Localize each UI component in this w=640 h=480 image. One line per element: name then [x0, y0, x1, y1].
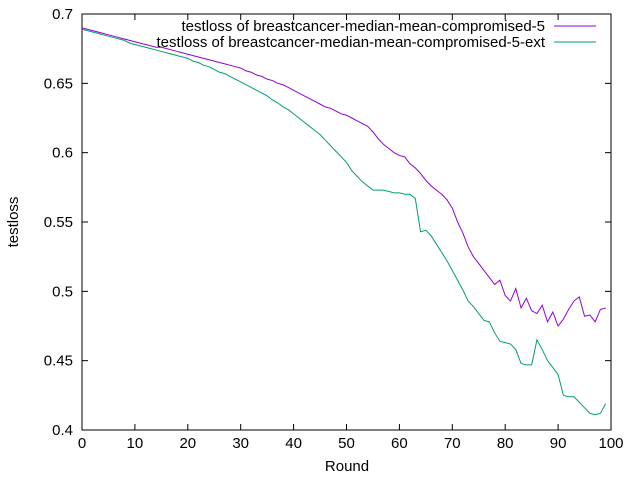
x-tick-label: 30 — [232, 435, 249, 452]
x-tick-label: 100 — [598, 435, 623, 452]
x-tick-label: 90 — [550, 435, 567, 452]
y-tick-label: 0.5 — [52, 283, 73, 300]
series-line-2 — [81, 28, 607, 416]
y-tick-label: 0.7 — [52, 6, 73, 23]
y-axis-label: testloss — [5, 197, 22, 248]
legend: testloss of breastcancer-median-mean-com… — [157, 18, 596, 51]
y-tick-label: 0.4 — [52, 422, 73, 439]
x-tick-label: 0 — [78, 435, 86, 452]
x-tick-label: 60 — [391, 435, 408, 452]
x-tick-label: 10 — [127, 435, 144, 452]
y-tick-label: 0.55 — [44, 214, 73, 231]
series-lines — [81, 27, 607, 416]
axis-ticks — [81, 13, 612, 431]
x-tick-label: 40 — [285, 435, 302, 452]
y-tick-label: 0.65 — [44, 75, 73, 92]
x-axis-label: Round — [325, 458, 369, 475]
y-tick-label: 0.45 — [44, 353, 73, 370]
legend-label-series-1: testloss of breastcancer-median-mean-com… — [182, 18, 545, 35]
plot-frame — [81, 13, 612, 431]
legend-label-series-2: testloss of breastcancer-median-mean-com… — [157, 34, 546, 51]
x-tick-label: 50 — [338, 435, 355, 452]
x-tick-label: 20 — [179, 435, 196, 452]
x-tick-label: 80 — [497, 435, 514, 452]
y-tick-label: 0.6 — [52, 145, 73, 162]
tick-labels: 0 10 20 30 40 50 60 70 80 90 100 0.4 0.45 0.5 0.55 0.6 0… — [44, 6, 624, 452]
series-line-1 — [81, 27, 606, 328]
x-tick-label: 70 — [444, 435, 461, 452]
